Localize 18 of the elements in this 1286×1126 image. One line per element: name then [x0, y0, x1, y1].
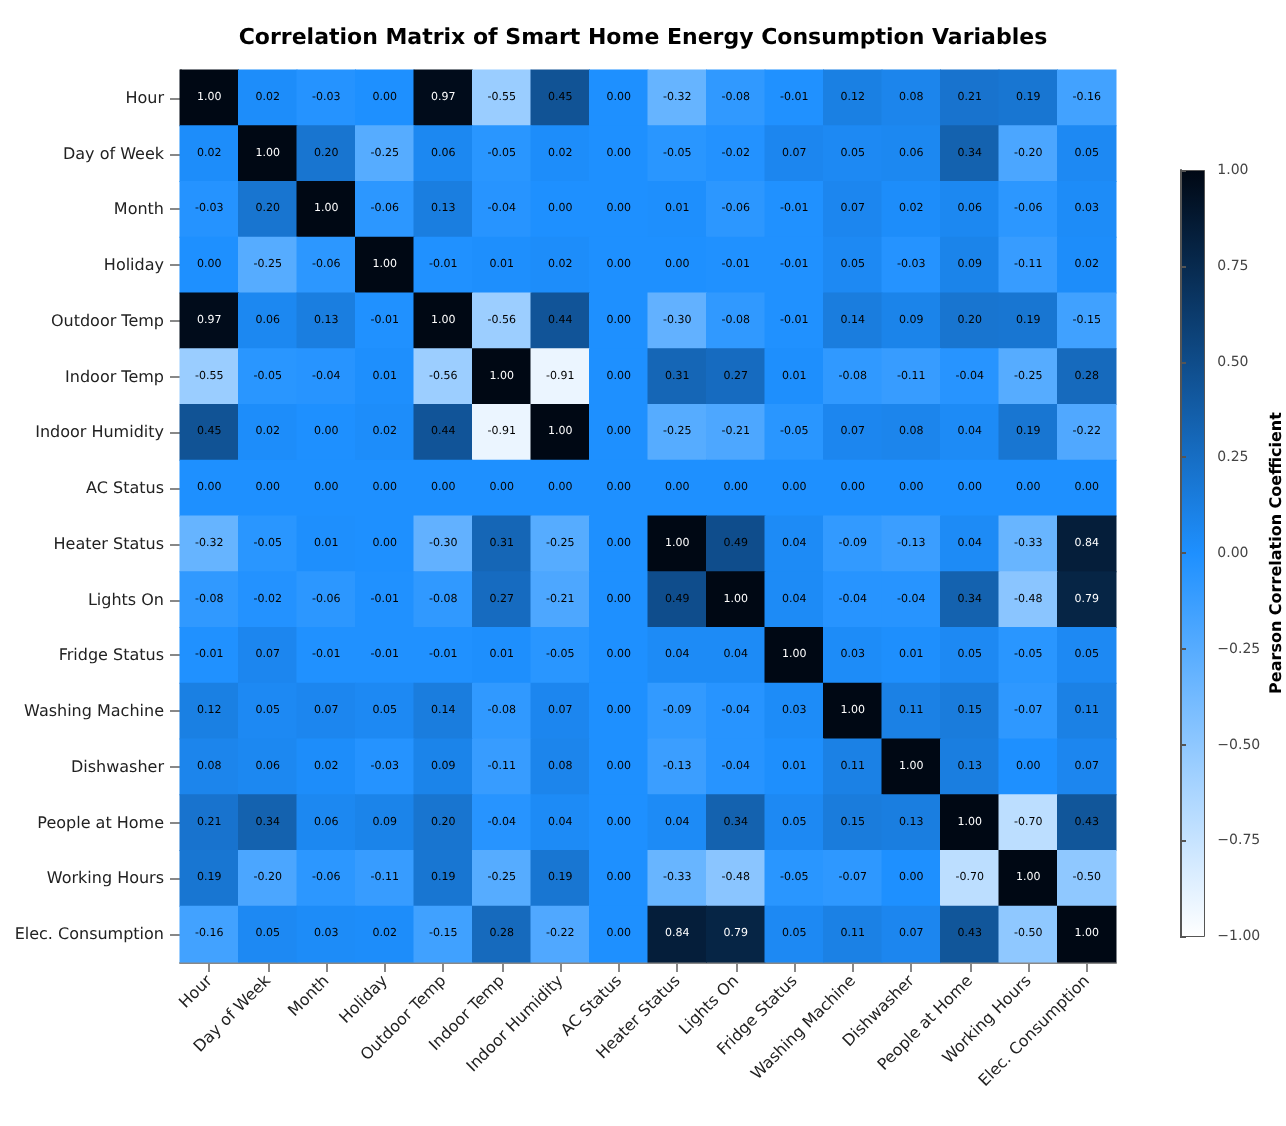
chart-title: Correlation Matrix of Smart Home Energy Consumption Variables — [238, 24, 1049, 50]
y-tick-label: AC Status — [86, 479, 164, 498]
y-tick-label: Hour — [125, 88, 166, 107]
y-tick-label: Holiday — [103, 256, 165, 275]
y-tick-label: Working Hours — [46, 869, 164, 888]
y-tick-label: Month — [113, 200, 164, 219]
y-tick-label: Fridge Status — [58, 646, 164, 665]
y-tick-label: Heater Status — [53, 534, 164, 553]
y-tick-label: People at Home — [37, 813, 165, 832]
y-tick-label: Elec. Consumption — [14, 925, 164, 944]
y-tick-label: Dishwasher — [70, 757, 166, 776]
y-tick-label: Lights On — [87, 590, 164, 609]
y-tick-label: Indoor Humidity — [35, 423, 165, 442]
y-tick-label: Indoor Temp — [65, 367, 164, 386]
y-tick-label: Day of Week — [62, 144, 165, 163]
y-tick-label: Outdoor Temp — [50, 311, 164, 330]
color-bar-title: Pearson Correlation Coefficient — [1267, 411, 1285, 694]
y-tick-label: Washing Machine — [24, 702, 165, 721]
